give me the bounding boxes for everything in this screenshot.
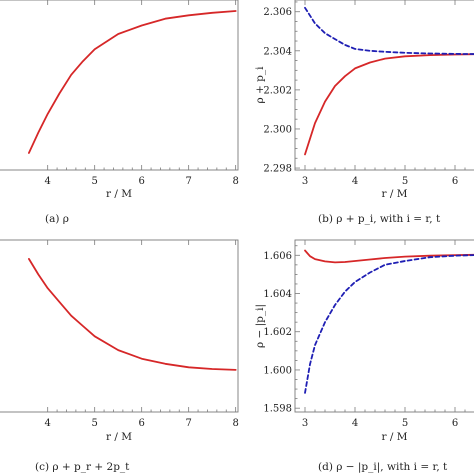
- y-tick-label: 1.604: [263, 289, 292, 300]
- plot-frame: [294, 0, 474, 171]
- x-tick-label: 3: [302, 418, 308, 429]
- x-axis-label: r / M: [382, 188, 408, 200]
- series-line-dashed: [304, 254, 474, 394]
- x-tick-label: 7: [185, 418, 191, 429]
- y-axis-label: ρ − |p_i|: [254, 304, 267, 348]
- chart-panel-3: 3 4 5 6 1.598 1.600 1.602 1.604 1.606 r / M ρ − |p…: [254, 239, 474, 474]
- x-tick-label: 5: [91, 176, 97, 187]
- panel-caption: (c) ρ + p_r + 2p_t: [35, 461, 130, 473]
- x-tick-label: 7: [185, 176, 191, 187]
- series-line-solid: [304, 53, 474, 156]
- x-tick-label: 8: [232, 176, 238, 187]
- y-tick-label: 2.300: [263, 124, 292, 135]
- plot-frame: [0, 0, 239, 171]
- series-line-solid: [27, 10, 237, 154]
- y-tick-label: 2.298: [263, 164, 292, 175]
- x-tick-label: 3: [302, 176, 308, 187]
- x-tick-label: 4: [45, 176, 51, 187]
- chart-panel-0: 4 5 6 7 8 r / M (a) ρ: [0, 0, 239, 225]
- y-tick-label: 2.306: [263, 7, 292, 18]
- y-tick-label: 1.598: [263, 404, 292, 415]
- plot-frame: [0, 239, 239, 413]
- x-tick-label: 4: [352, 418, 358, 429]
- x-axis-label: r / M: [106, 188, 132, 200]
- panel-caption: (d) ρ − |p_i|, with i = r, t: [318, 461, 448, 474]
- series-line-solid: [304, 249, 474, 264]
- x-tick-label: 6: [138, 418, 144, 429]
- y-tick-label: 2.302: [263, 85, 292, 96]
- x-tick-label: 4: [352, 176, 358, 187]
- x-tick-label: 5: [402, 418, 408, 429]
- panel-caption: (b) ρ + p_i, with i = r, t: [318, 213, 441, 225]
- plot-frame: [294, 239, 474, 413]
- y-tick-label: 1.600: [263, 365, 292, 376]
- x-tick-label: 4: [45, 418, 51, 429]
- x-axis-label: r / M: [106, 431, 132, 443]
- y-axis-label: ρ + p_i: [254, 66, 266, 104]
- x-tick-label: 5: [91, 418, 97, 429]
- x-tick-label: 6: [138, 176, 144, 187]
- x-tick-label: 8: [232, 418, 238, 429]
- chart-panel-1: 3 4 5 6 2.298 2.300 2.302 2.304 2.306 r / M ρ + p_…: [254, 0, 474, 225]
- chart-panel-2: 4 5 6 7 8 r / M (c) ρ + p_r + 2p_t: [0, 239, 239, 473]
- x-axis-label: r / M: [382, 431, 408, 443]
- panel-caption: (a) ρ: [45, 213, 69, 225]
- series-line-dashed: [304, 6, 474, 55]
- y-tick-label: 1.606: [263, 251, 292, 262]
- x-tick-label: 6: [452, 418, 458, 429]
- series-line-solid: [27, 257, 237, 371]
- x-tick-label: 6: [452, 176, 458, 187]
- y-tick-label: 2.304: [263, 46, 292, 57]
- y-tick-label: 1.602: [263, 327, 292, 338]
- x-tick-label: 5: [402, 176, 408, 187]
